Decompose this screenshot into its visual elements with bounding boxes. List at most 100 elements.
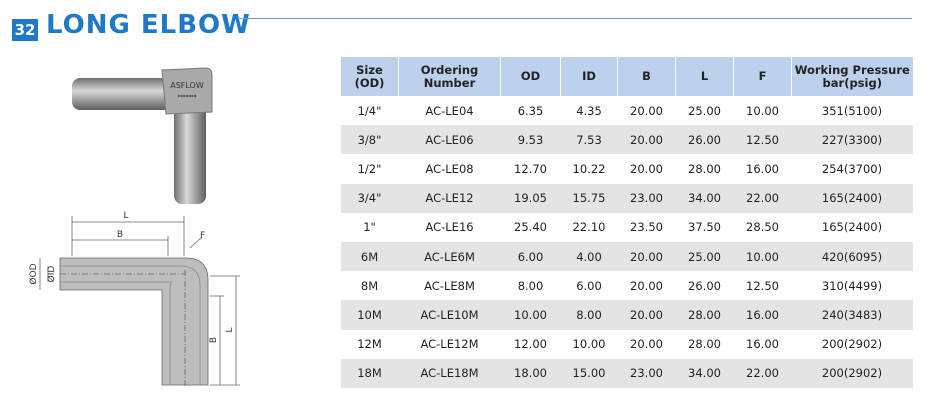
table-cell: 10.00	[733, 241, 792, 272]
table-cell: 227(3300)	[791, 125, 913, 155]
table-cell: 6.35	[517, 103, 544, 118]
table-cell: 3/4"	[340, 183, 399, 213]
table-cell: 10.00	[500, 300, 561, 330]
table-cell: 23.50	[630, 220, 663, 235]
table-cell: 22.00	[733, 358, 792, 388]
dim-label: B	[117, 230, 123, 240]
table-cell: AC-LE6M	[398, 241, 501, 272]
column-header: F	[733, 57, 792, 96]
table-cell: 1/2"	[357, 161, 382, 176]
table-cell: 351(5100)	[821, 103, 883, 118]
dim-label: ØID	[46, 266, 57, 283]
column-header: Working Pressure bar(psig)	[791, 57, 913, 96]
table-cell: 20.00	[617, 241, 676, 272]
table-cell: 10M	[340, 300, 399, 330]
illustrations: ASFLOW ▪▪▪▪▪▪▪ L B F ØOD ØID B L	[28, 67, 240, 388]
table-cell: 8M	[360, 278, 379, 293]
table-row: 8M AC-LE8M 8.00 6.00 20.00 26.00 12.50 310(4499…	[341, 271, 913, 300]
table-cell: 8.00	[560, 300, 618, 330]
table-cell: 22.10	[572, 220, 606, 235]
table-cell: 20.00	[630, 278, 663, 293]
dim-label: L	[225, 327, 235, 332]
table-cell: 1/4"	[357, 103, 382, 118]
table-cell: 10.22	[572, 161, 606, 176]
dim-label: L	[123, 211, 128, 221]
table-cell: 9.53	[500, 125, 561, 155]
table-cell: 28.00	[675, 300, 734, 330]
table-cell: 6M	[340, 241, 399, 272]
table-cell: 10.00	[572, 337, 606, 352]
table-cell: 20.00	[630, 103, 663, 118]
section-title: LONG ELBOW	[46, 10, 251, 40]
table-row: 12M AC-LE12M 12.00 10.00 20.00 28.00 16.00 200(…	[341, 330, 913, 359]
column-header: Ordering Number	[398, 57, 501, 96]
table-cell: 28.50	[746, 220, 779, 235]
table-cell: 16.00	[746, 337, 779, 352]
table-cell: 22.00	[733, 183, 792, 213]
table-cell: 240(3483)	[791, 300, 913, 330]
table-cell: 28.00	[688, 337, 721, 352]
section-number: 32	[12, 19, 38, 41]
table-row: 1/4" AC-LE04 6.35 4.35 20.00 25.00 10.00 351(51…	[341, 96, 913, 125]
table-cell: 10.00	[746, 103, 779, 118]
table-cell: 26.00	[675, 125, 734, 155]
table-cell: 12.70	[514, 161, 547, 176]
table-cell: 12.50	[733, 125, 792, 155]
table-cell: 7.53	[560, 125, 618, 155]
table-cell: 37.50	[688, 220, 721, 235]
table-row: 3/8" AC-LE06 9.53 7.53 20.00 26.00 12.50 227(33…	[340, 125, 913, 155]
table-cell: 3/8"	[340, 125, 399, 155]
dim-label: F	[200, 231, 205, 241]
table-cell: 8.00	[517, 278, 544, 293]
table-cell: 26.00	[688, 278, 721, 293]
table-cell: AC-LE12M	[420, 337, 479, 352]
table-row: 10M AC-LE10M 10.00 8.00 20.00 28.00 16.00 240(3…	[340, 300, 913, 330]
table-cell: 19.05	[500, 183, 561, 213]
table-cell: 20.00	[630, 161, 663, 176]
column-header: Size (OD)	[340, 57, 399, 96]
table-cell: 6.00	[500, 241, 561, 272]
table-cell: 20.00	[630, 337, 663, 352]
table-cell: 16.00	[746, 161, 779, 176]
table-cell: 12M	[357, 337, 382, 352]
table-cell: AC-LE08	[425, 161, 474, 176]
table-cell: 25.40	[514, 220, 547, 235]
engraving: ▪▪▪▪▪▪▪	[178, 93, 197, 98]
brand-mark: ASFLOW	[170, 81, 204, 90]
table-cell: 25.00	[688, 103, 721, 118]
table-row: 3/4" AC-LE12 19.05 15.75 23.00 34.00 22.00 165(…	[340, 183, 913, 213]
column-header: ID	[560, 57, 618, 96]
table-cell: 12.00	[514, 337, 547, 352]
table-cell: AC-LE04	[425, 103, 474, 118]
table-body: 1/4" AC-LE04 6.35 4.35 20.00 25.00 10.00 351(51…	[340, 96, 913, 388]
table-cell: 23.00	[617, 358, 676, 388]
table-cell: 200(2902)	[821, 337, 883, 352]
table-row: 6M AC-LE6M 6.00 4.00 20.00 25.00 10.00 420(6095…	[340, 241, 913, 272]
table-cell: 20.00	[617, 125, 676, 155]
table-cell: 4.00	[560, 241, 618, 272]
column-header: L	[675, 57, 734, 96]
table-cell: AC-LE18M	[398, 358, 501, 388]
table-cell: AC-LE8M	[424, 278, 475, 293]
spec-table: Size (OD) Ordering Number OD ID B L F Working P…	[340, 57, 913, 388]
table-cell: 15.00	[560, 358, 618, 388]
table-cell: 25.00	[675, 241, 734, 272]
table-cell: 6.00	[576, 278, 602, 293]
header-row: Size (OD) Ordering Number OD ID B L F Working P…	[340, 57, 913, 96]
table-cell: 200(2902)	[791, 358, 913, 388]
table-row: 18M AC-LE18M 18.00 15.00 23.00 34.00 22.00 200(…	[340, 358, 913, 388]
table-cell: 34.00	[675, 358, 734, 388]
table-cell: 23.00	[617, 183, 676, 213]
table-cell: 18M	[340, 358, 399, 388]
technical-drawing	[39, 216, 240, 388]
table-cell: 18.00	[500, 358, 561, 388]
table-cell: 1"	[363, 220, 376, 235]
table-cell: 254(3700)	[821, 161, 883, 176]
table-row: 1" AC-LE16 25.40 22.10 23.50 37.50 28.50 165(24…	[341, 213, 913, 242]
table-cell: 165(2400)	[821, 220, 883, 235]
drawing-labels: L B F ØOD ØID B L	[28, 211, 235, 343]
table-row: 1/2" AC-LE08 12.70 10.22 20.00 28.00 16.00 254(…	[341, 154, 913, 183]
table-cell: 15.75	[560, 183, 618, 213]
table-cell: 310(4499)	[821, 278, 883, 293]
